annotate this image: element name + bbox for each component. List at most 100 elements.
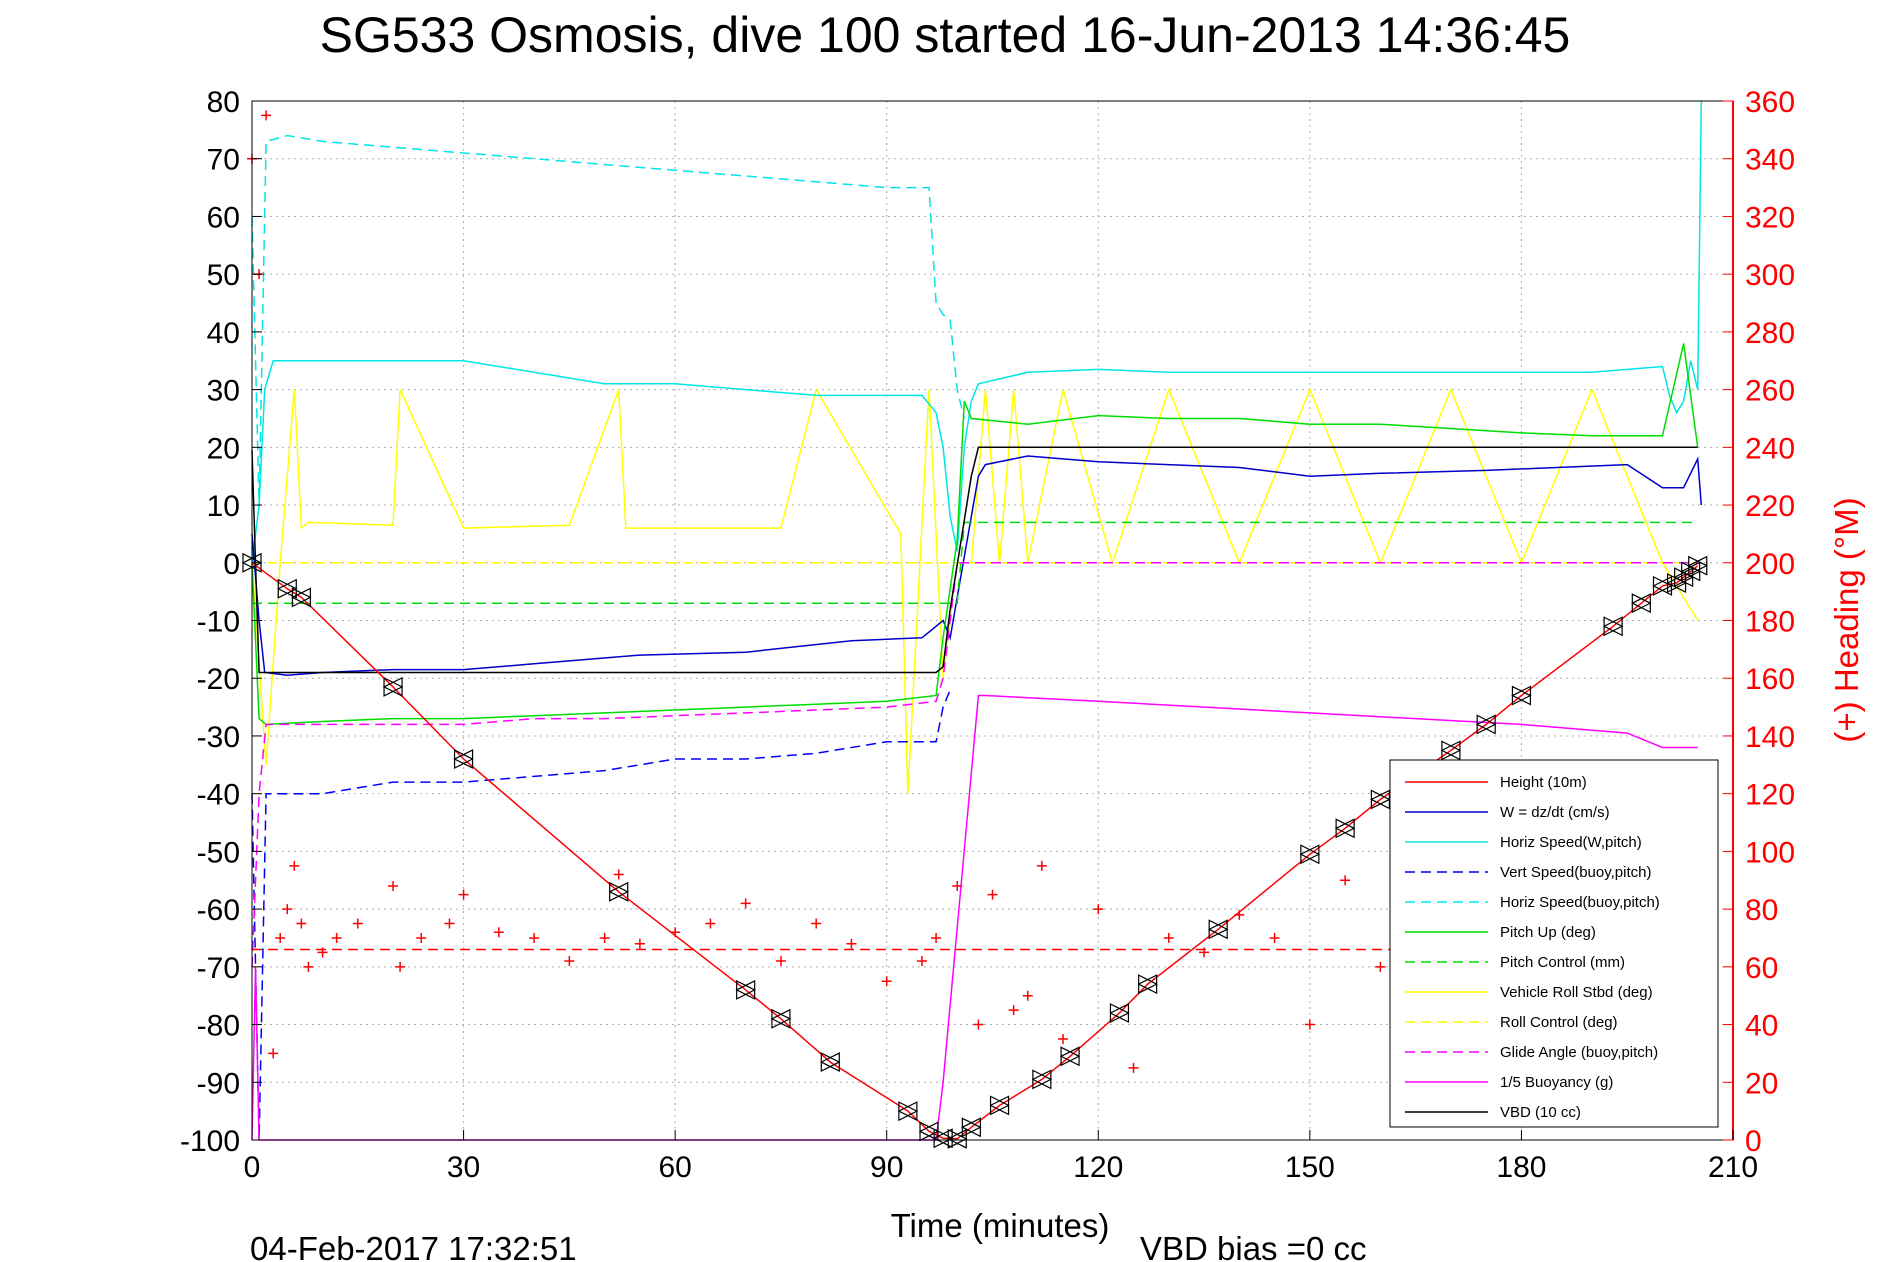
heading-point <box>1199 947 1210 958</box>
heading-point <box>931 932 942 943</box>
heading-point <box>1008 1005 1019 1016</box>
series-vbd-10-cc <box>251 446 1698 674</box>
height-marker <box>1031 1069 1053 1090</box>
series-line <box>251 100 1703 563</box>
height-marker <box>276 578 298 599</box>
heading-point <box>493 927 504 938</box>
heading-point <box>275 932 286 943</box>
series-line <box>252 521 1698 604</box>
legend-label: 1/5 Buoyancy (g) <box>1500 1074 1613 1091</box>
x-tick-label: 180 <box>1496 1151 1546 1184</box>
x-tick-label: 0 <box>244 1151 261 1184</box>
legend-label: Vehicle Roll Stbd (deg) <box>1500 984 1653 1001</box>
y-tick-label: -40 <box>197 779 240 812</box>
heading-point <box>1163 932 1174 943</box>
heading-point <box>1093 904 1104 915</box>
height-marker <box>1370 789 1391 810</box>
series-line <box>251 134 966 506</box>
series-line <box>251 446 1698 674</box>
height-marker <box>1334 818 1356 839</box>
y-axis-right: 3603403203002802602402202001801601401201… <box>1723 86 1795 1158</box>
height-marker <box>961 1117 982 1138</box>
x-axis-label: Time (minutes) <box>891 1207 1110 1244</box>
height-marker <box>1511 685 1532 706</box>
y-tick-label: 40 <box>207 317 240 350</box>
height-marker <box>770 1008 792 1029</box>
legend: Height (10m) W = dz/dt (cm/s) Horiz Speed(… <box>1389 759 1719 1128</box>
series-line <box>251 387 1699 794</box>
y2-tick-label: 220 <box>1745 490 1795 523</box>
y-axis-right-label: (+) Heading (°M) <box>1828 497 1865 742</box>
series-pitch-up-deg <box>251 343 1699 726</box>
y-axis-left: 80 70 60 50 40 30 20 10 0 -10 -20 -30 -40 -50 -60 -70 -8… <box>180 86 262 1158</box>
x-tick-label: 150 <box>1285 1151 1335 1184</box>
footer-vbd-bias: VBD bias =0 cc <box>1140 1230 1367 1262</box>
heading-point <box>352 918 363 929</box>
series-glide-angle-buoy-pitch <box>251 562 1698 967</box>
heading-point <box>973 1019 984 1030</box>
height-marker <box>1137 974 1158 995</box>
heading-point <box>775 956 786 967</box>
heading-point <box>1269 932 1280 943</box>
legend-label: Height (10m) <box>1500 774 1587 791</box>
y-tick-label: -90 <box>197 1067 240 1100</box>
y2-tick-label: 60 <box>1745 952 1778 985</box>
y-tick-label: -60 <box>197 894 240 927</box>
height-marker <box>291 587 312 608</box>
height-marker <box>819 1052 841 1073</box>
x-tick-label: 60 <box>658 1151 691 1184</box>
y2-tick-label: 180 <box>1745 606 1795 639</box>
heading-point <box>1022 990 1033 1001</box>
height-marker <box>1207 919 1229 940</box>
y-tick-label: -50 <box>197 836 240 869</box>
legend-label: W = dz/dt (cm/s) <box>1500 804 1610 821</box>
heading-point <box>952 881 963 892</box>
heading-point <box>811 918 822 929</box>
y-tick-label: 0 <box>223 548 240 581</box>
series-line <box>251 343 1699 726</box>
y2-tick-label: 340 <box>1745 144 1795 177</box>
legend-label: Pitch Up (deg) <box>1500 924 1596 941</box>
height-marker <box>735 979 757 1000</box>
y-tick-label: 70 <box>207 144 240 177</box>
height-marker <box>608 881 630 902</box>
y-tick-label: -80 <box>197 1010 240 1043</box>
heading-point <box>634 938 645 949</box>
heading-point <box>705 918 716 929</box>
heading-point <box>268 1048 279 1059</box>
y2-tick-label: 160 <box>1745 663 1795 696</box>
x-tick-label: 90 <box>870 1151 903 1184</box>
legend-box <box>1389 759 1719 1128</box>
heading-point <box>1128 1062 1139 1073</box>
x-tick-label: 30 <box>447 1151 480 1184</box>
heading-point <box>1036 860 1047 871</box>
x-tick-label: 120 <box>1073 1151 1123 1184</box>
heading-point <box>740 898 751 909</box>
heading-point <box>444 918 455 929</box>
height-marker <box>1630 593 1652 614</box>
height-marker <box>946 1128 968 1149</box>
height-marker <box>1687 555 1709 576</box>
height-marker <box>1109 1003 1130 1023</box>
y2-tick-label: 140 <box>1745 721 1795 754</box>
y-tick-label: -70 <box>197 952 240 985</box>
height-marker <box>1602 616 1624 637</box>
series-vert-speed-buoy-pitch <box>251 689 951 1141</box>
height-marker <box>382 676 404 697</box>
y2-tick-label: 240 <box>1745 432 1795 465</box>
heading-point <box>916 956 927 967</box>
legend-label: Roll Control (deg) <box>1500 1014 1618 1031</box>
y2-tick-label: 260 <box>1745 375 1795 408</box>
series-pitch-control-mm <box>252 521 1698 604</box>
height-marker <box>453 749 474 770</box>
series-horiz-speed-w-pitch <box>251 100 1703 563</box>
heading-point <box>458 889 469 900</box>
y-tick-label: 20 <box>207 432 240 465</box>
y2-tick-label: 200 <box>1745 548 1795 581</box>
y-tick-label: -30 <box>197 721 240 754</box>
series-line <box>251 562 1698 967</box>
series-line <box>251 455 1703 677</box>
heading-point <box>261 110 272 121</box>
series-height-10m <box>241 552 1709 1149</box>
y2-tick-label: 20 <box>1745 1067 1778 1100</box>
